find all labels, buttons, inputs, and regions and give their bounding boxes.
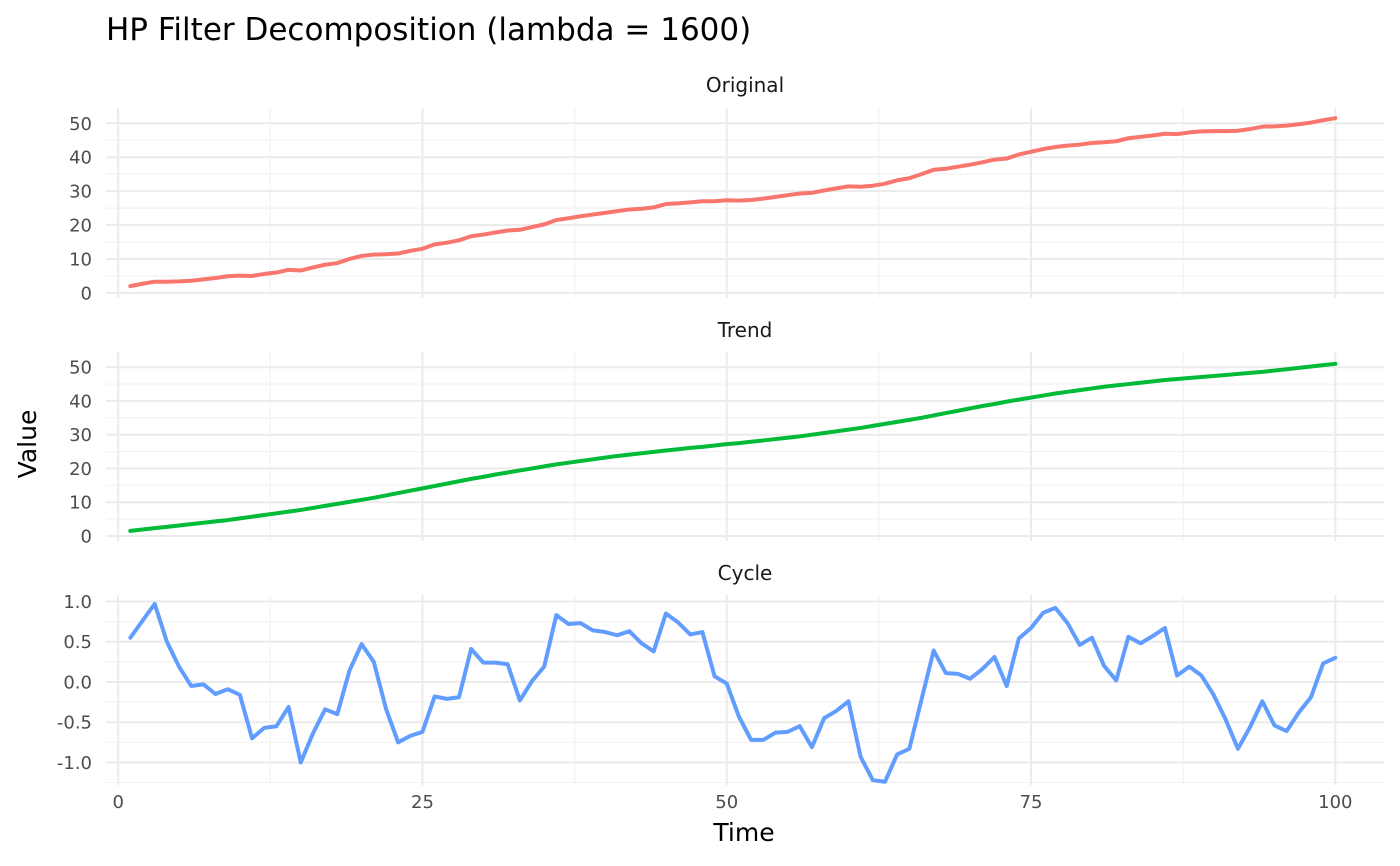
facet-strip-label: Original — [706, 73, 784, 97]
y-tick-label: 30 — [69, 425, 92, 446]
y-tick-label: 1.0 — [63, 592, 92, 613]
series-line-cycle — [128, 601, 1338, 784]
facet-strip-label: Trend — [717, 318, 773, 342]
y-axis-title: Value — [13, 410, 42, 479]
y-tick-label: 10 — [69, 493, 92, 514]
series-line-original — [128, 116, 1338, 289]
y-tick-label: 50 — [69, 114, 92, 135]
y-tick-label: 0 — [81, 526, 92, 547]
y-tick-label: 10 — [69, 249, 92, 270]
x-tick-label: 100 — [1318, 792, 1352, 813]
series-line-trend — [128, 361, 1338, 533]
x-tick-label: 25 — [411, 792, 434, 813]
facet-strip-label: Cycle — [718, 561, 773, 585]
x-tick-label: 0 — [112, 792, 123, 813]
x-axis-title: Time — [712, 818, 774, 847]
y-tick-label: -1.0 — [57, 753, 92, 774]
y-tick-label: 40 — [69, 391, 92, 412]
y-tick-label: 50 — [69, 358, 92, 379]
y-tick-label: 20 — [69, 459, 92, 480]
y-tick-label: 20 — [69, 216, 92, 237]
panel-trend: 0 10 20 30 40 50 Trend — [69, 318, 1384, 547]
x-axis: 0 25 50 75 100 — [112, 792, 1352, 813]
y-tick-label: -0.5 — [57, 713, 92, 734]
chart-title: HP Filter Decomposition (lambda = 1600) — [106, 12, 751, 48]
panel-original: 0 10 20 30 40 50 Original — [69, 73, 1384, 304]
y-tick-label: 30 — [69, 182, 92, 203]
y-tick-label: 0.0 — [63, 672, 92, 693]
x-tick-label: 75 — [1020, 792, 1043, 813]
y-tick-label: 0 — [81, 283, 92, 304]
y-tick-label: 40 — [69, 148, 92, 169]
y-tick-label: 0.5 — [63, 632, 92, 653]
facet-panels: 01020304050Original01020304050Trend-1.0-… — [57, 73, 1384, 785]
x-tick-label: 50 — [715, 792, 738, 813]
panel-cycle: -1.0 -0.5 0.0 0.5 1.0 Cycle — [57, 561, 1384, 785]
